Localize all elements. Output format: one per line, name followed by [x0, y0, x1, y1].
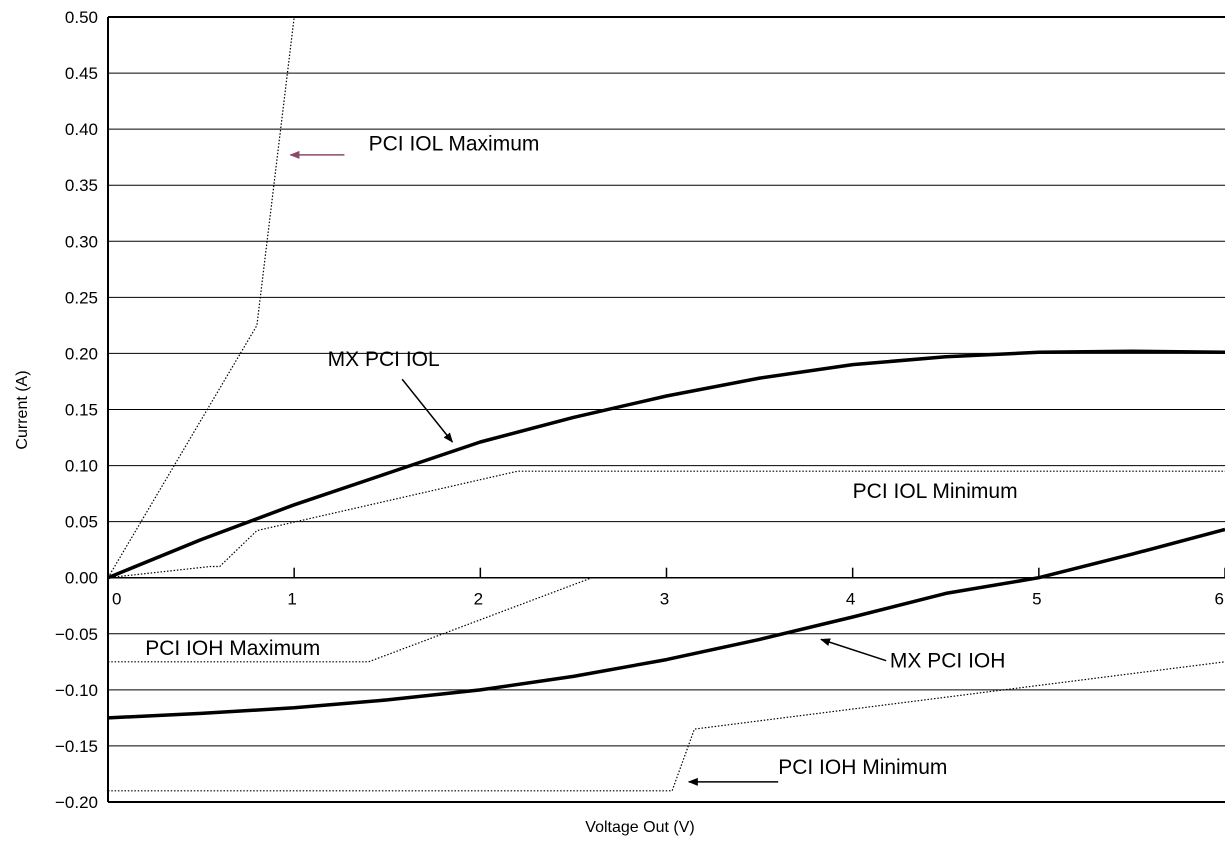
x-tick-label: 3 — [660, 590, 669, 609]
tick-labels: 0.50 0.45 0.40 0.35 0.30 0.25 0.20 0.15 0.10 0.05… — [55, 8, 1224, 812]
annotation-label: MX PCI IOH — [890, 649, 1006, 672]
data-series — [107, 16, 1225, 792]
y-tick-label: 0.35 — [65, 176, 98, 195]
annotations: PCI IOL Maximum MX PCI IOL PCI IOL Minimum… — [145, 132, 1018, 786]
annotation-label: PCI IOL Minimum — [853, 480, 1018, 503]
y-tick-label: 0.00 — [65, 569, 98, 588]
annotation-label: PCI IOL Maximum — [369, 132, 540, 155]
y-axis-title: Current (A) — [14, 370, 31, 449]
annotation-arrow — [401, 378, 454, 443]
x-tick-label: 2 — [474, 590, 483, 609]
y-tick-label: 0.40 — [65, 120, 98, 139]
x-tick-label: 6 — [1215, 590, 1224, 609]
series-line — [108, 661, 1225, 792]
y-tick-label: 0.20 — [65, 344, 98, 363]
annotation-label: PCI IOH Minimum — [778, 756, 947, 779]
y-tick-label: −0.20 — [55, 793, 98, 812]
x-tick-label: 4 — [846, 590, 855, 609]
y-tick-label: 0.10 — [65, 457, 98, 476]
y-tick-label: −0.05 — [55, 625, 98, 644]
x-tick-label: 1 — [287, 590, 296, 609]
y-tick-label: 0.05 — [65, 513, 98, 532]
annotation-arrow — [820, 638, 887, 662]
series-line — [107, 527, 1225, 720]
series-line — [107, 349, 1225, 580]
gridlines — [108, 16, 1225, 803]
annotation-label: MX PCI IOL — [328, 348, 440, 371]
x-tick-label: 0 — [112, 590, 121, 609]
y-tick-label: −0.10 — [55, 681, 98, 700]
annotation-label: PCI IOH Maximum — [145, 637, 320, 660]
y-tick-label: 0.50 — [65, 8, 98, 27]
x-tick-label: 5 — [1032, 590, 1041, 609]
series-line — [108, 577, 1225, 663]
y-tick-label: 0.30 — [65, 232, 98, 251]
y-tick-label: −0.15 — [55, 737, 98, 756]
series-line — [107, 470, 1225, 579]
x-axis-title: Voltage Out (V) — [585, 819, 694, 836]
y-tick-label: 0.45 — [65, 64, 98, 83]
y-tick-label: 0.25 — [65, 288, 98, 307]
y-tick-label: 0.15 — [65, 401, 98, 420]
